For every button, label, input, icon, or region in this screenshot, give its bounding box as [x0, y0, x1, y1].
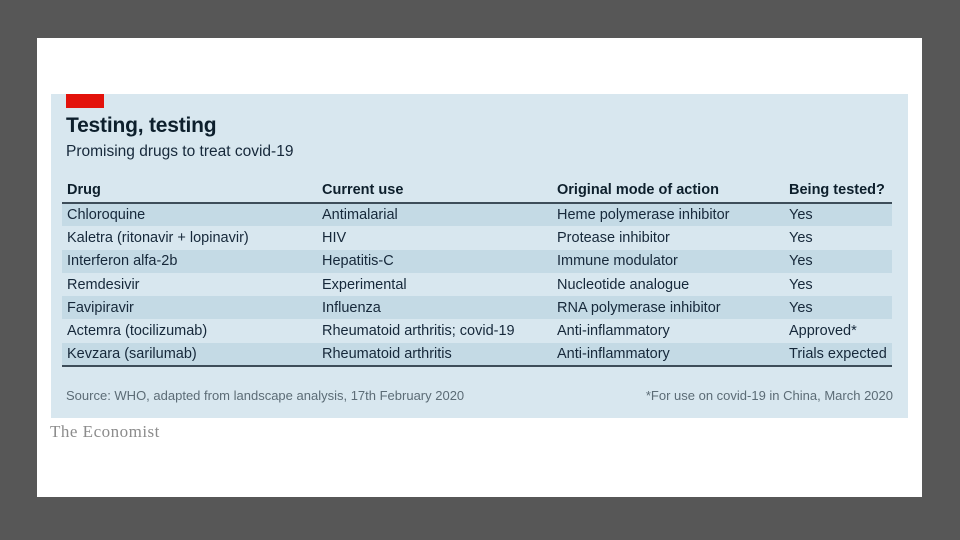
table-row: Actemra (tocilizumab) Rheumatoid arthrit…	[62, 319, 892, 342]
cell-being-tested: Yes	[789, 276, 813, 293]
cell-being-tested: Yes	[789, 299, 813, 316]
cell-mode-of-action: Protease inhibitor	[557, 229, 670, 246]
column-header-current-use: Current use	[322, 179, 557, 204]
cell-drug: Chloroquine	[67, 207, 146, 224]
cell-being-tested: Trials expected	[789, 342, 892, 368]
cell-current-use: Rheumatoid arthritis; covid-19	[322, 323, 515, 340]
cell-drug: Remdesivir	[67, 276, 140, 293]
cell-current-use: Rheumatoid arthritis	[322, 342, 557, 368]
source-note: Source: WHO, adapted from landscape anal…	[66, 388, 465, 403]
chart-panel: Testing, testing Promising drugs to trea…	[51, 94, 908, 418]
cell-being-tested: Yes	[789, 207, 813, 224]
table-header-row: Drug Current use Original mode of action…	[62, 179, 892, 204]
chart-subtitle: Promising drugs to treat covid-19	[66, 143, 294, 160]
cell-current-use: Influenza	[322, 299, 381, 316]
cell-drug: Kevzara (sarilumab)	[62, 342, 322, 368]
cell-being-tested: Yes	[789, 229, 813, 246]
cell-current-use: HIV	[322, 229, 347, 246]
table-row: Interferon alfa-2b Hepatitis-C Immune mo…	[62, 249, 892, 273]
cell-mode-of-action: Nucleotide analogue	[557, 276, 690, 293]
column-header-mode-of-action: Original mode of action	[557, 179, 789, 204]
table-row: Chloroquine Antimalarial Heme polymerase…	[62, 203, 892, 227]
cell-drug: Actemra (tocilizumab)	[67, 323, 208, 340]
drugs-table-container: Drug Current use Original mode of action…	[62, 179, 892, 368]
economist-red-accent-bar	[66, 94, 104, 108]
cell-being-tested: Yes	[789, 253, 813, 270]
cell-current-use: Antimalarial	[322, 207, 398, 224]
slide-card: Testing, testing Promising drugs to trea…	[37, 38, 922, 497]
cell-being-tested: Approved*	[789, 323, 857, 340]
cell-current-use: Hepatitis-C	[322, 253, 394, 270]
cell-drug: Interferon alfa-2b	[67, 253, 178, 270]
cell-mode-of-action: RNA polymerase inhibitor	[557, 299, 721, 316]
economist-wordmark: The Economist	[50, 422, 160, 441]
cell-current-use: Experimental	[322, 276, 407, 293]
notes-row: Source: WHO, adapted from landscape anal…	[66, 388, 893, 403]
column-header-drug: Drug	[62, 179, 322, 204]
cell-mode-of-action: Anti-inflammatory	[557, 342, 789, 368]
cell-drug: Favipiravir	[67, 299, 134, 316]
table-row: Remdesivir Experimental Nucleotide analo…	[62, 273, 892, 296]
cell-mode-of-action: Heme polymerase inhibitor	[557, 207, 730, 224]
table-row: Kevzara (sarilumab) Rheumatoid arthritis…	[62, 342, 892, 368]
cell-mode-of-action: Anti-inflammatory	[557, 323, 670, 340]
chart-title: Testing, testing	[66, 114, 217, 137]
cell-mode-of-action: Immune modulator	[557, 253, 678, 270]
table-row: Kaletra (ritonavir + lopinavir) HIV Prot…	[62, 226, 892, 249]
table-row: Favipiravir Influenza RNA polymerase inh…	[62, 296, 892, 320]
footnote: *For use on covid-19 in China, March 202…	[645, 388, 893, 403]
cell-drug: Kaletra (ritonavir + lopinavir)	[67, 229, 249, 246]
drugs-table: Drug Current use Original mode of action…	[62, 179, 892, 368]
column-header-being-tested: Being tested?	[789, 179, 892, 204]
